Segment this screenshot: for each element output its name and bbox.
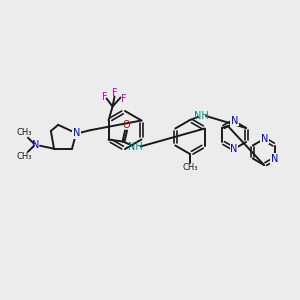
Text: F: F: [121, 94, 126, 104]
Text: CH₃: CH₃: [16, 152, 32, 161]
Text: N: N: [231, 116, 238, 126]
Text: CH₃: CH₃: [182, 164, 198, 172]
Text: N: N: [271, 154, 278, 164]
Text: CH₃: CH₃: [16, 128, 32, 137]
Text: N: N: [230, 144, 238, 154]
Text: NH: NH: [194, 111, 208, 121]
Text: F: F: [112, 88, 117, 98]
Text: N: N: [32, 140, 40, 150]
Text: N: N: [73, 128, 80, 138]
Text: NH: NH: [128, 142, 143, 152]
Text: F: F: [102, 92, 107, 101]
Text: O: O: [122, 121, 130, 130]
Text: N: N: [261, 134, 268, 144]
